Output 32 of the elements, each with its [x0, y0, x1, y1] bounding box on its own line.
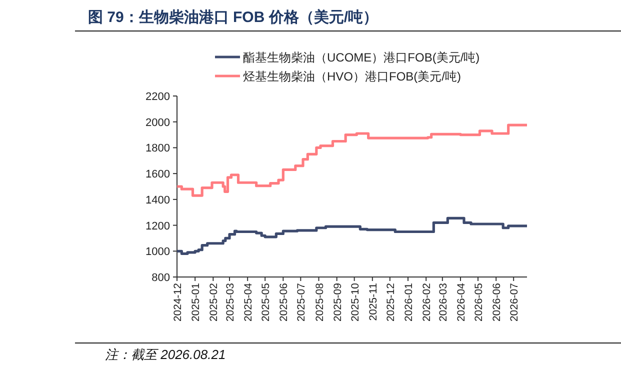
y-tick-label: 1200 — [146, 220, 170, 232]
x-tick-label: 2026-04 — [456, 282, 468, 322]
x-tick-label: 2025-08 — [314, 282, 326, 322]
x-tick-label: 2025-02 — [208, 282, 220, 322]
x-tick-label: 2026-02 — [421, 282, 434, 322]
x-tick-label: 2025-05 — [260, 282, 272, 322]
y-tick-label: 2200 — [146, 91, 170, 103]
x-tick-label: 2025-06 — [278, 282, 290, 322]
x-tick-label: 2025-04 — [242, 282, 255, 322]
x-tick-label: 2026-06 — [491, 282, 504, 322]
legend-label: 酯基生物柴油（UCOME）港口FOB(美元/吨) — [243, 50, 480, 64]
y-tick-label: 1600 — [146, 168, 170, 181]
y-tick-label: 1800 — [146, 142, 170, 155]
text: 注：截至 2026.08.21 — [105, 347, 226, 362]
y-tick-label: 1000 — [146, 246, 170, 258]
x-tick-label: 2024-12 — [172, 282, 184, 322]
x-tick-label: 2025-12 — [384, 282, 397, 322]
x-tick-label: 2026-07 — [508, 282, 521, 322]
x-tick-label: 2025-03 — [224, 282, 236, 322]
x-tick-label: 2025-11 — [367, 282, 380, 321]
x-tick-label: 2025-10 — [349, 282, 362, 322]
y-tick-label: 2000 — [146, 116, 170, 129]
x-tick-label: 2025-07 — [296, 282, 308, 322]
x-tick-label: 2025-01 — [190, 282, 202, 322]
x-tick-label: 2026-05 — [473, 282, 485, 322]
y-tick-label: 1400 — [146, 194, 170, 206]
x-tick-label: 2026-01 — [403, 282, 415, 322]
chart-title: 图 79：生物柴油港口 FOB 价格（美元/吨） — [88, 8, 378, 26]
x-tick-label: 2025-09 — [332, 282, 344, 322]
y-tick-label: 800 — [152, 272, 170, 284]
x-tick-label: 2026-03 — [437, 282, 450, 322]
legend-label: 烃基生物柴油（HVO）港口FOB(美元/吨) — [243, 70, 461, 84]
